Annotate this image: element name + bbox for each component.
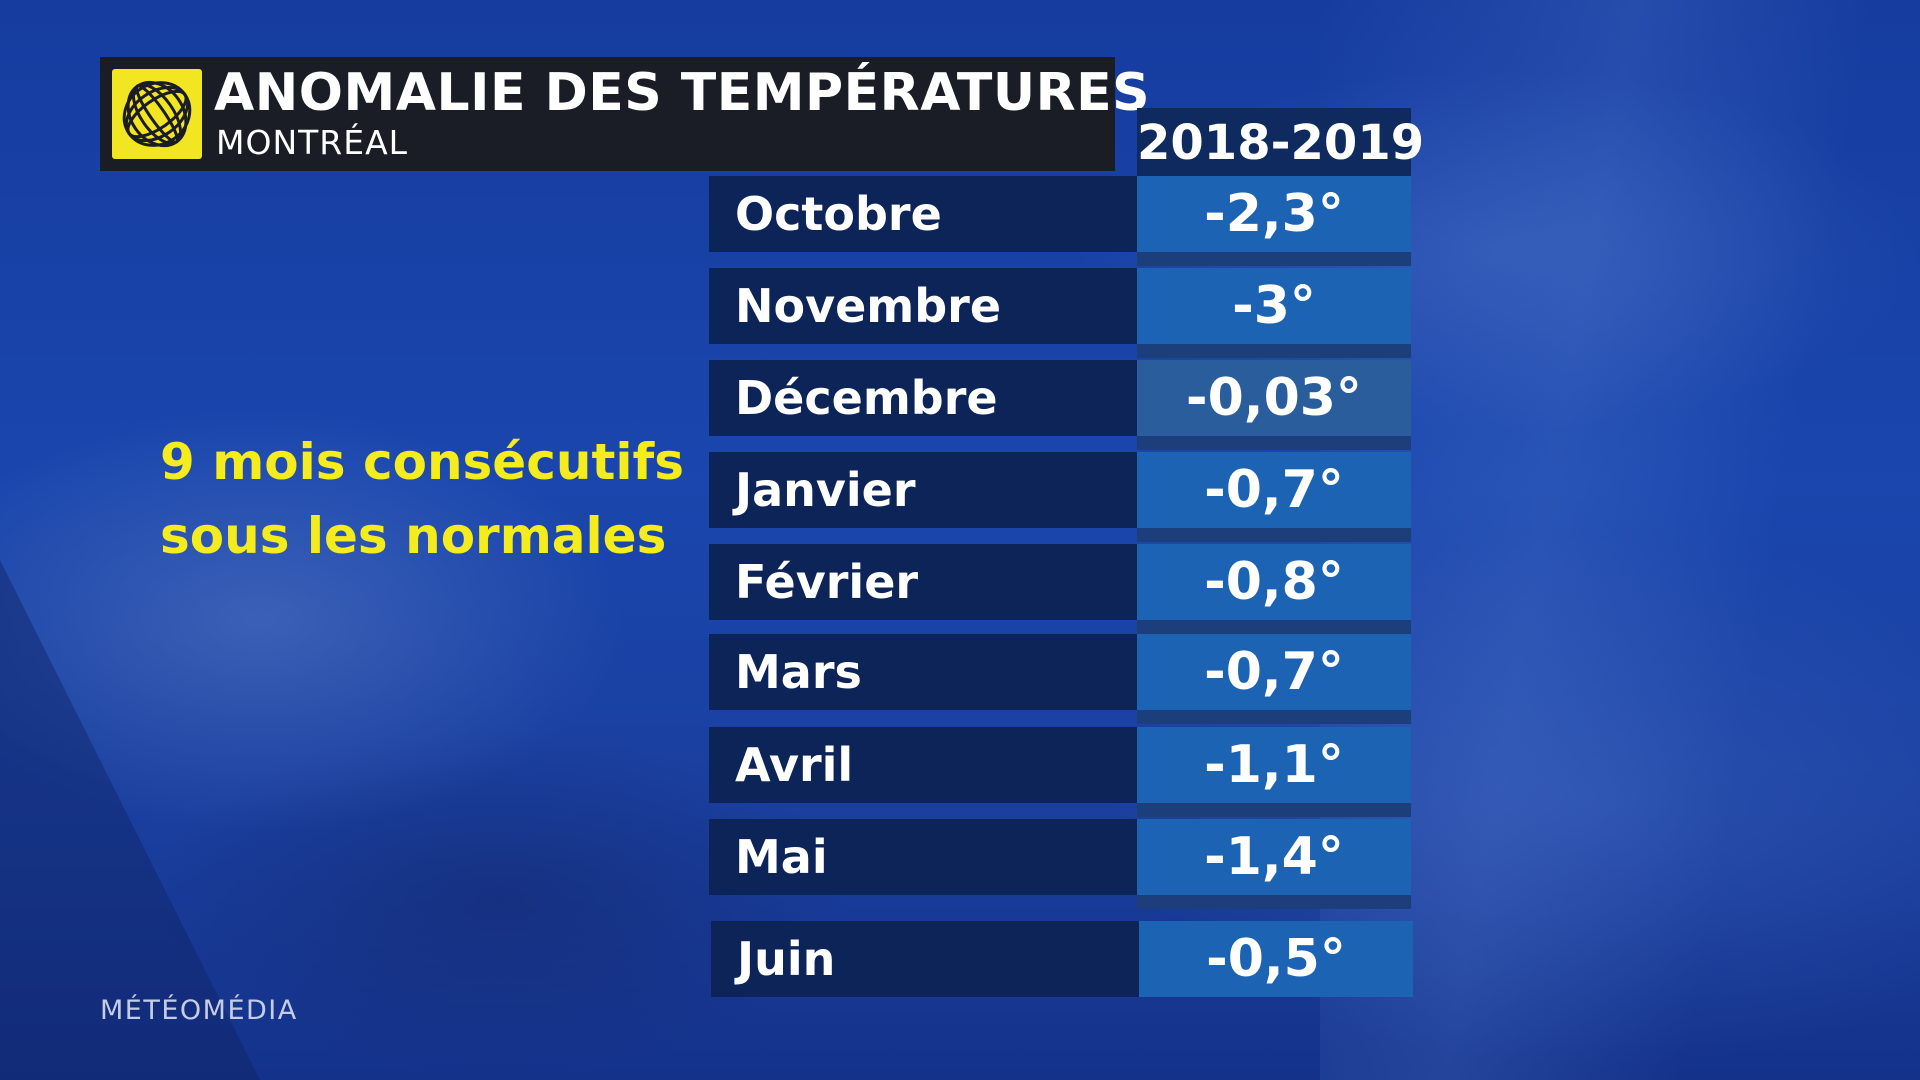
anomaly-value: -0,03° — [1137, 360, 1411, 436]
anomaly-value: -0,8° — [1137, 544, 1411, 620]
row-divider — [1137, 252, 1411, 266]
column-header: 2018-2019 — [1137, 108, 1424, 176]
brand-watermark: MÉTÉOMÉDIA — [100, 995, 298, 1026]
month-label: Mars — [709, 634, 1137, 710]
row-divider — [1137, 803, 1411, 817]
row-divider — [1137, 895, 1411, 909]
page-title: ANOMALIE DES TEMPÉRATURES — [214, 63, 1151, 123]
month-label: Décembre — [709, 360, 1137, 436]
month-label: Mai — [709, 819, 1137, 895]
month-label: Avril — [709, 727, 1137, 803]
month-label: Février — [709, 544, 1137, 620]
highlight-message: 9 mois consécutifs sous les normales — [160, 425, 684, 573]
anomaly-value: -1,4° — [1137, 819, 1411, 895]
anomaly-value: -2,3° — [1137, 176, 1411, 252]
anomaly-value: -0,5° — [1139, 921, 1413, 997]
month-label: Novembre — [709, 268, 1137, 344]
anomaly-value: -0,7° — [1137, 634, 1411, 710]
anomaly-value: -0,7° — [1137, 452, 1411, 528]
row-divider — [1137, 344, 1411, 358]
row-divider — [1137, 620, 1411, 634]
meteomedia-logo-icon — [112, 69, 202, 159]
month-label: Janvier — [709, 452, 1137, 528]
month-label: Juin — [711, 921, 1139, 997]
highlight-line-1: 9 mois consécutifs — [160, 433, 684, 491]
row-divider — [1137, 436, 1411, 450]
title-block: ANOMALIE DES TEMPÉRATURES MONTRÉAL — [100, 57, 1150, 171]
highlight-line-2: sous les normales — [160, 507, 667, 565]
page-subtitle: MONTRÉAL — [216, 123, 409, 162]
month-label: Octobre — [709, 176, 1137, 252]
row-divider — [1137, 710, 1411, 724]
row-divider — [1137, 528, 1411, 542]
anomaly-value: -1,1° — [1137, 727, 1411, 803]
anomaly-value: -3° — [1137, 268, 1411, 344]
